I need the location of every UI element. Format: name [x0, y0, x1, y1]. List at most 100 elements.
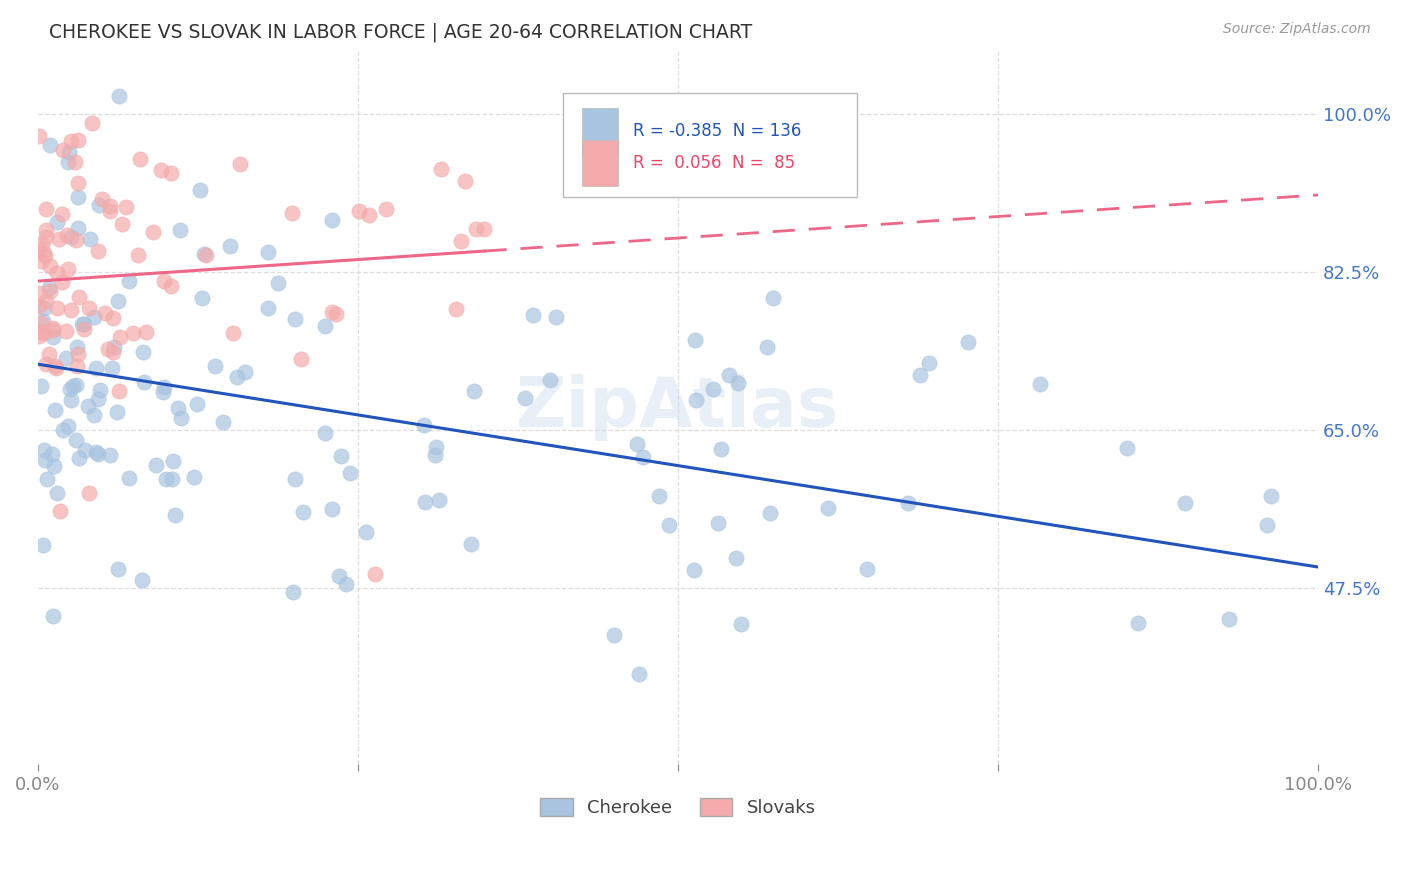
Cherokee [89, 198, 111, 212]
Cherokee [72, 317, 94, 331]
Cherokee [46, 215, 69, 229]
Slovaks [38, 347, 60, 361]
Slovaks [98, 204, 121, 219]
Cherokee [648, 489, 671, 503]
Cherokee [314, 318, 336, 333]
Cherokee [84, 445, 107, 459]
Cherokee [522, 309, 544, 323]
Slovaks [149, 163, 172, 178]
Cherokee [683, 333, 706, 347]
Slovaks [359, 208, 381, 222]
Cherokee [191, 291, 214, 305]
Slovaks [446, 301, 468, 316]
Cherokee [183, 470, 205, 484]
Slovaks [35, 230, 58, 244]
Cherokee [65, 433, 87, 447]
Slovaks [349, 204, 371, 219]
Cherokee [855, 562, 877, 576]
Cherokee [1218, 612, 1240, 626]
Slovaks [28, 329, 51, 343]
Slovaks [34, 357, 56, 371]
Slovaks [46, 267, 69, 281]
Cherokee [60, 230, 83, 244]
Cherokee [35, 472, 58, 486]
Cherokee [167, 401, 190, 416]
Slovaks [45, 360, 67, 375]
Slovaks [222, 326, 245, 340]
Slovaks [28, 286, 51, 301]
Slovaks [55, 324, 77, 338]
Slovaks [56, 261, 79, 276]
Cherokee [281, 585, 304, 599]
Cherokee [132, 375, 155, 389]
Cherokee [1116, 441, 1139, 455]
Slovaks [52, 143, 75, 157]
Cherokee [226, 370, 249, 384]
Cherokee [631, 450, 654, 465]
Text: Source: ZipAtlas.com: Source: ZipAtlas.com [1223, 22, 1371, 37]
Slovaks [31, 237, 53, 252]
Slovaks [290, 352, 312, 367]
Slovaks [454, 174, 477, 188]
Slovaks [67, 176, 90, 190]
Text: ZipAtlas: ZipAtlas [516, 374, 839, 441]
Cherokee [58, 154, 80, 169]
Cherokee [76, 399, 98, 413]
Slovaks [111, 217, 134, 231]
Cherokee [328, 569, 350, 583]
Slovaks [35, 223, 58, 237]
Slovaks [464, 222, 486, 236]
Cherokee [67, 221, 90, 235]
Slovaks [32, 326, 55, 340]
Cherokee [956, 335, 979, 350]
Slovaks [28, 129, 51, 144]
Cherokee [413, 418, 436, 433]
Cherokee [1260, 489, 1282, 503]
Cherokee [163, 508, 186, 522]
Slovaks [67, 290, 90, 304]
Legend: Cherokee, Slovaks: Cherokee, Slovaks [531, 789, 824, 826]
Cherokee [79, 232, 101, 246]
Slovaks [42, 323, 65, 337]
Cherokee [31, 538, 53, 552]
Slovaks [127, 248, 149, 262]
Slovaks [63, 155, 86, 169]
Cherokee [42, 459, 65, 474]
Cherokee [908, 368, 931, 382]
Cherokee [427, 493, 450, 508]
Slovaks [66, 359, 89, 373]
Slovaks [48, 232, 70, 246]
Slovaks [77, 301, 100, 316]
Slovaks [375, 202, 398, 217]
Cherokee [219, 239, 242, 253]
Slovaks [135, 325, 157, 339]
Slovaks [73, 322, 96, 336]
Slovaks [46, 301, 69, 315]
Cherokee [335, 577, 357, 591]
Cherokee [186, 397, 208, 411]
Cherokee [423, 448, 446, 462]
Cherokee [413, 495, 436, 509]
Text: R = -0.385  N = 136: R = -0.385 N = 136 [633, 122, 801, 140]
Cherokee [117, 274, 139, 288]
Slovaks [450, 234, 472, 248]
FancyBboxPatch shape [582, 108, 617, 154]
Cherokee [66, 340, 89, 354]
Cherokee [460, 536, 482, 550]
Cherokee [284, 312, 307, 326]
Cherokee [162, 454, 184, 468]
Cherokee [212, 415, 235, 429]
Slovaks [229, 157, 252, 171]
Cherokee [34, 453, 56, 467]
Text: R =  0.056  N =  85: R = 0.056 N = 85 [633, 154, 796, 172]
Slovaks [60, 302, 83, 317]
Cherokee [62, 378, 84, 392]
Cherokee [817, 501, 839, 516]
Slovaks [474, 222, 496, 236]
Cherokee [717, 368, 740, 382]
Slovaks [66, 133, 89, 147]
Cherokee [41, 447, 63, 461]
Cherokee [706, 516, 728, 531]
Slovaks [160, 166, 183, 180]
Cherokee [758, 506, 780, 520]
